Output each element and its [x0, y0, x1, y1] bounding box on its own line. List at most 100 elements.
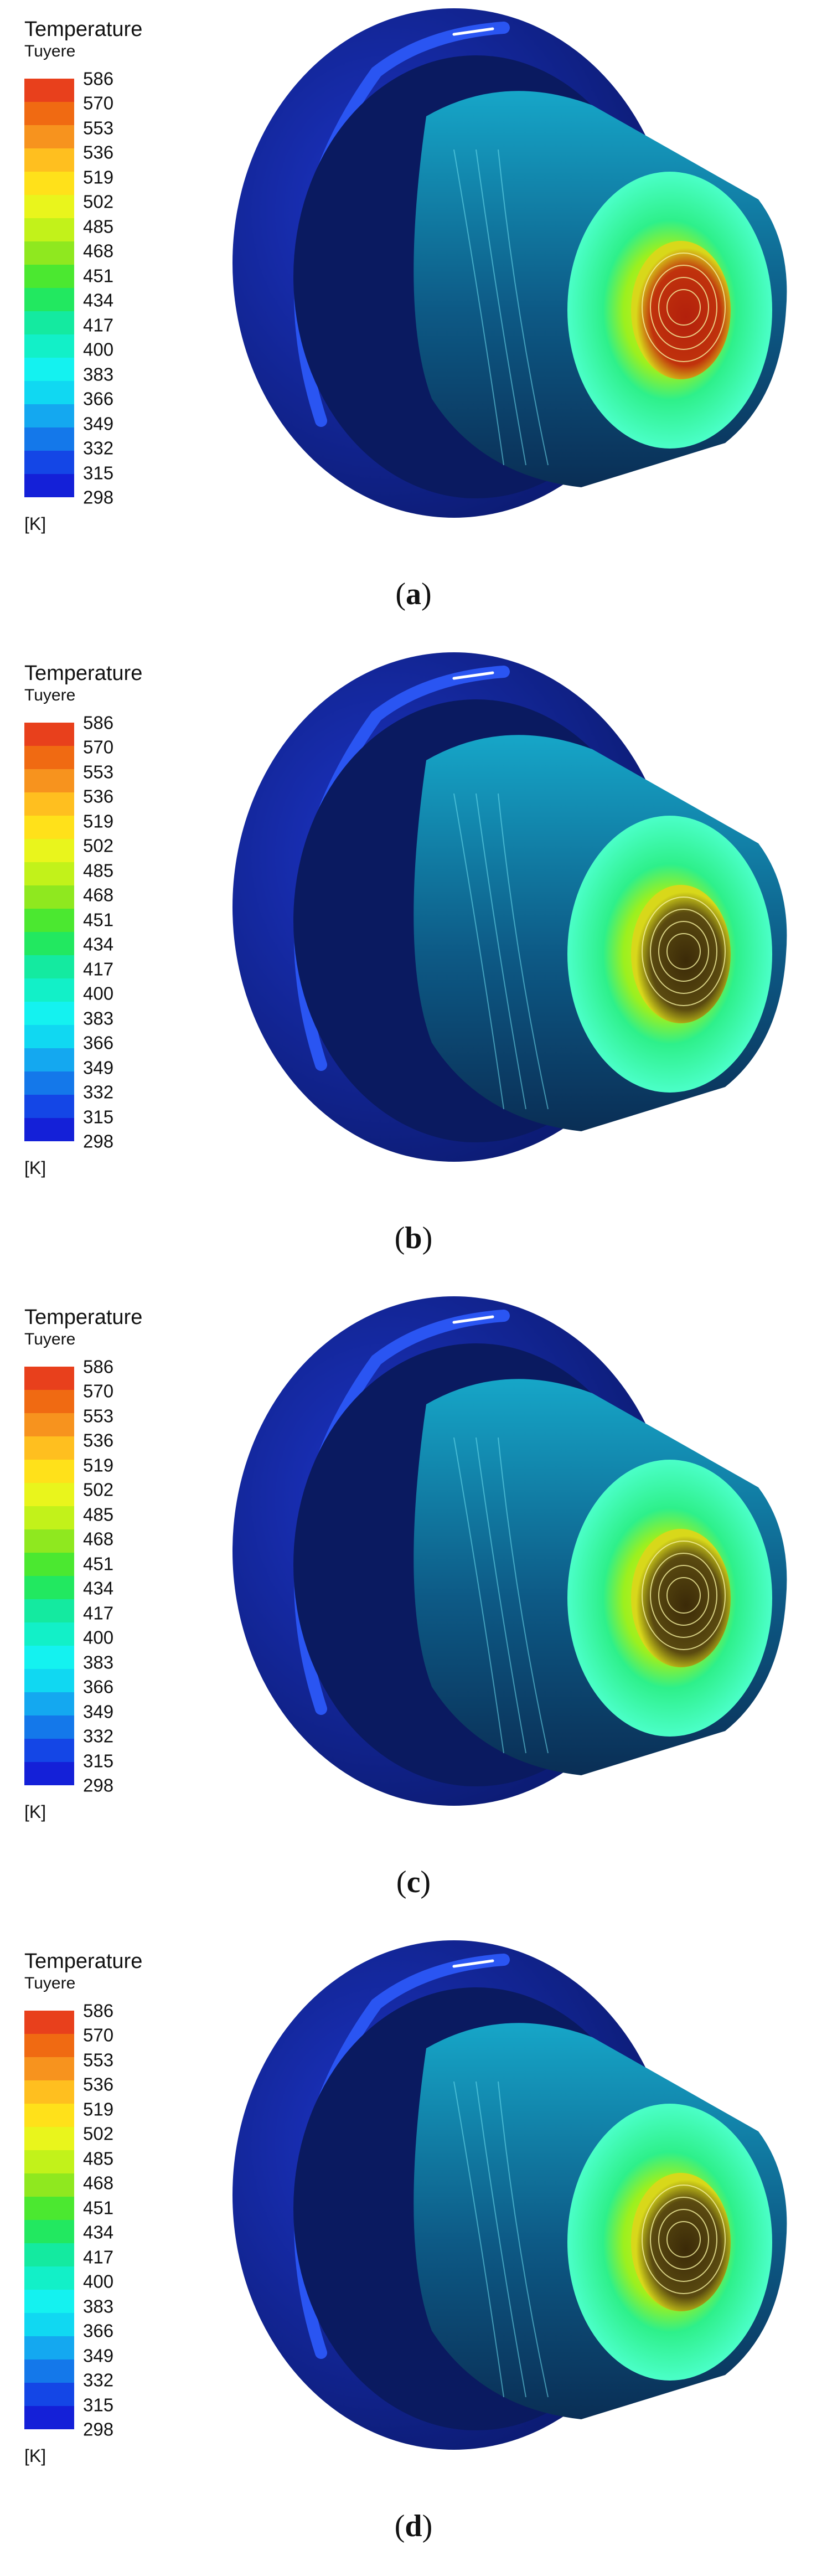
tick-label: 570 [83, 736, 114, 758]
tick-label: 502 [83, 835, 114, 856]
color-swatch [24, 451, 74, 474]
tick-label: 417 [83, 315, 114, 336]
color-swatch [24, 2313, 74, 2336]
legend-subtitle: Tuyere [24, 42, 76, 60]
color-swatch [24, 1715, 74, 1739]
color-swatch [24, 102, 74, 125]
tuyere-temperature-render [194, 644, 827, 1198]
caption-close: ) [422, 1221, 433, 1255]
tick-labels: 586 570 553 536 519 502 485 468 451 434 417 400 383 3… [83, 714, 149, 1151]
tick-label: 298 [83, 2419, 114, 2440]
tick-label: 400 [83, 983, 114, 1004]
tick-label: 468 [83, 2172, 114, 2193]
color-swatch [24, 334, 74, 358]
tick-label: 570 [83, 92, 114, 114]
tick-label: 451 [83, 1553, 114, 1574]
tick-label: 332 [83, 2369, 114, 2390]
color-swatch [24, 2034, 74, 2057]
color-swatch [24, 1762, 74, 1785]
color-swatch [24, 1367, 74, 1390]
unit-label: [K] [24, 1802, 46, 1822]
tick-label: 315 [83, 1750, 114, 1771]
color-swatch [24, 1576, 74, 1599]
tick-label: 434 [83, 290, 114, 311]
caption-open: ( [394, 1221, 405, 1255]
color-swatch [24, 358, 74, 381]
tick-label: 349 [83, 2345, 114, 2366]
tick-label: 434 [83, 2222, 114, 2243]
panel-caption: (d) [0, 2511, 827, 2542]
color-scale-bar [24, 2011, 74, 2429]
color-swatch [24, 148, 74, 172]
tick-label: 400 [83, 2271, 114, 2292]
unit-label: [K] [24, 514, 46, 534]
tick-label: 417 [83, 2247, 114, 2268]
color-swatch [24, 769, 74, 792]
legend-title: Temperature [24, 662, 143, 685]
tick-label: 434 [83, 934, 114, 955]
color-scale-bar [24, 723, 74, 1141]
color-swatch [24, 2150, 74, 2173]
tuyere-temperature-render [194, 1932, 827, 2486]
color-swatch [24, 381, 74, 404]
color-swatch [24, 265, 74, 288]
tick-label: 366 [83, 1032, 114, 1053]
color-swatch [24, 1025, 74, 1048]
color-swatch [24, 1739, 74, 1762]
color-swatch [24, 218, 74, 241]
color-swatch [24, 1529, 74, 1553]
panel-caption: (c) [0, 1867, 827, 1898]
tick-label: 570 [83, 1380, 114, 1402]
color-swatch [24, 2406, 74, 2429]
tick-label: 553 [83, 761, 114, 782]
tick-label: 468 [83, 1528, 114, 1549]
tick-label: 400 [83, 339, 114, 360]
caption-close: ) [420, 1865, 431, 1899]
color-swatch [24, 1436, 74, 1460]
color-swatch [24, 1692, 74, 1715]
tick-label: 485 [83, 860, 114, 881]
legend-subtitle: Tuyere [24, 686, 76, 704]
tick-label: 570 [83, 2024, 114, 2046]
color-swatch [24, 79, 74, 102]
color-swatch [24, 816, 74, 839]
color-scale-bar [24, 1367, 74, 1785]
color-swatch [24, 1095, 74, 1118]
tick-label: 553 [83, 117, 114, 138]
color-swatch [24, 2173, 74, 2197]
tick-label: 519 [83, 1455, 114, 1476]
tick-label: 366 [83, 1676, 114, 1697]
tick-label: 349 [83, 413, 114, 434]
hot-bore [631, 241, 731, 379]
panel-d: Temperature Tuyere 586 570 553 536 519 502 485 46… [0, 1932, 827, 2576]
tick-label: 298 [83, 1131, 114, 1152]
color-swatch [24, 2383, 74, 2406]
tick-label: 400 [83, 1627, 114, 1648]
caption-open: ( [394, 2509, 405, 2543]
caption-close: ) [422, 2509, 433, 2543]
color-swatch [24, 427, 74, 451]
tick-label: 383 [83, 2296, 114, 2317]
color-swatch [24, 2127, 74, 2150]
color-swatch [24, 2290, 74, 2313]
tick-label: 417 [83, 959, 114, 980]
legend-title: Temperature [24, 18, 143, 41]
unit-label: [K] [24, 2446, 46, 2466]
hot-bore [631, 2173, 731, 2311]
color-swatch [24, 723, 74, 746]
tick-label: 366 [83, 388, 114, 409]
tick-label: 349 [83, 1701, 114, 1722]
panel-caption: (b) [0, 1223, 827, 1254]
color-swatch [24, 978, 74, 1002]
tick-label: 502 [83, 1479, 114, 1500]
color-swatch [24, 1553, 74, 1576]
tick-label: 586 [83, 68, 114, 89]
color-swatch [24, 862, 74, 885]
tick-label: 383 [83, 1008, 114, 1029]
tick-label: 502 [83, 191, 114, 212]
tick-label: 451 [83, 265, 114, 286]
tick-label: 586 [83, 712, 114, 733]
color-swatch [24, 2104, 74, 2127]
specular-highlight [452, 1959, 494, 1968]
legend-subtitle: Tuyere [24, 1974, 76, 1992]
